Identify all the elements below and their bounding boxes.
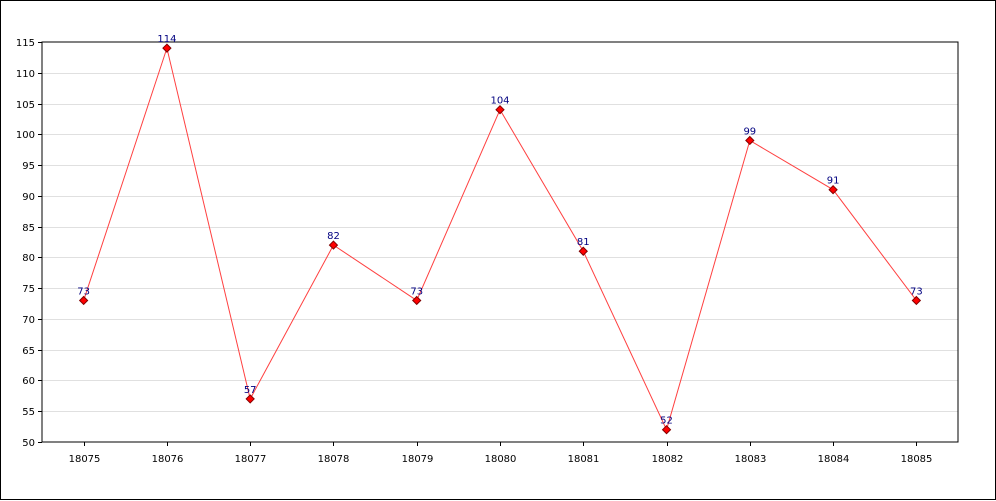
- x-tick-label: 18075: [69, 454, 101, 465]
- data-point: [412, 295, 422, 306]
- x-tick-label: 18077: [235, 454, 267, 465]
- data-label: 104: [490, 96, 509, 107]
- data-label: 57: [244, 385, 257, 396]
- y-tick-label: 75: [22, 284, 35, 295]
- x-tick-label: 18083: [735, 454, 767, 465]
- x-tick-label: 18081: [568, 454, 600, 465]
- y-tick-label: 90: [22, 192, 35, 203]
- data-label: 82: [327, 231, 340, 242]
- data-point: [828, 184, 838, 195]
- x-tick-label: 18084: [818, 454, 850, 465]
- y-tick-label: 100: [16, 130, 35, 141]
- y-tick-label: 80: [22, 253, 35, 264]
- y-tick-label: 85: [22, 223, 35, 234]
- data-label: 91: [827, 176, 840, 187]
- x-tick-label: 18076: [152, 454, 184, 465]
- y-tick-label: 105: [16, 100, 35, 111]
- y-tick-label: 60: [22, 376, 35, 387]
- data-point: [911, 295, 922, 306]
- data-point: [661, 424, 672, 435]
- data-label: 99: [743, 126, 756, 137]
- y-axis: 50 55 60 65 70 75 80 85 90 95 100 105 110 115: [16, 38, 42, 449]
- x-tick-label: 18082: [652, 454, 684, 465]
- data-label: 52: [660, 416, 673, 427]
- data-labels: 73 114 57 82 73 104 81 52 99 91 73: [77, 34, 922, 427]
- y-tick-label: 55: [22, 407, 35, 418]
- y-tick-label: 70: [22, 315, 35, 326]
- data-label: 81: [577, 237, 590, 248]
- x-tick-label: 18080: [485, 454, 517, 465]
- data-label: 114: [157, 34, 176, 45]
- data-label: 73: [910, 286, 923, 297]
- data-point: [745, 135, 755, 146]
- data-label: 73: [410, 286, 423, 297]
- y-tick-label: 95: [22, 161, 35, 172]
- x-axis: 18075 18076 18077 18078 18079 18080 18081 18082…: [69, 442, 933, 465]
- data-point: [495, 104, 505, 115]
- y-tick-label: 115: [16, 38, 35, 49]
- y-tick-label: 110: [16, 69, 35, 80]
- x-tick-label: 18085: [901, 454, 933, 465]
- data-point: [162, 43, 172, 53]
- y-tick-label: 50: [22, 438, 35, 449]
- y-tick-label: 65: [22, 346, 35, 357]
- data-point: [578, 246, 588, 256]
- data-points: [78, 43, 922, 435]
- data-label: 73: [77, 286, 90, 297]
- gridlines: [42, 73, 958, 412]
- data-point: [328, 240, 339, 250]
- x-tick-label: 18078: [318, 454, 350, 465]
- data-point: [245, 394, 255, 404]
- x-tick-label: 18079: [402, 454, 434, 465]
- data-point: [78, 295, 89, 306]
